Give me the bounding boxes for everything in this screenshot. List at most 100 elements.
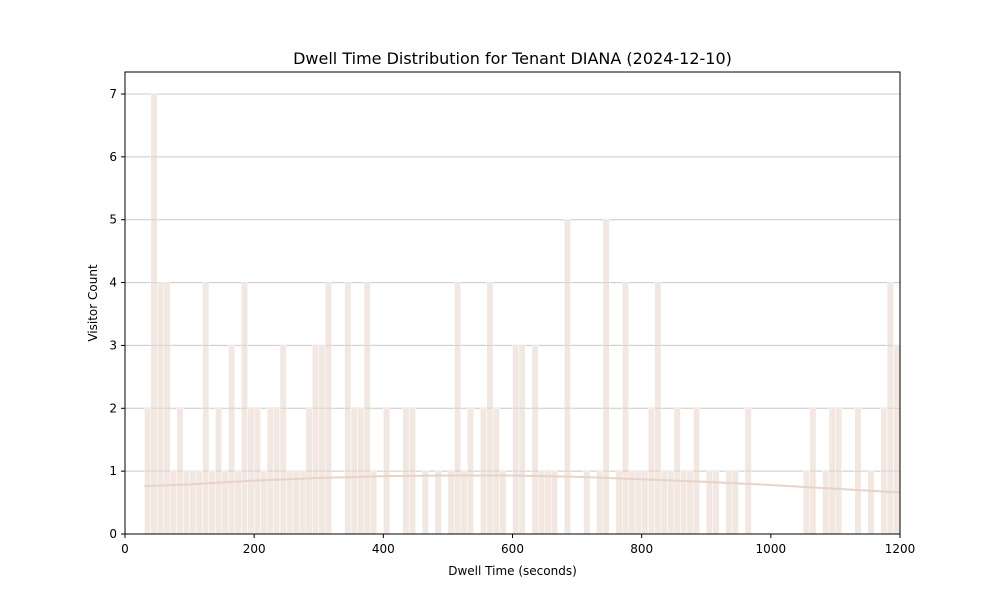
- histogram-bar: [344, 282, 352, 535]
- chart-title: Dwell Time Distribution for Tenant DIANA…: [293, 49, 732, 68]
- histogram-bar: [189, 470, 197, 535]
- histogram-bar: [363, 282, 371, 535]
- histogram-bar: [744, 408, 752, 535]
- density-curve: [144, 474, 901, 494]
- histogram-bar: [854, 408, 862, 535]
- histogram-bar: [421, 470, 429, 535]
- histogram-bar: [454, 282, 462, 535]
- histogram-bar: [544, 470, 552, 535]
- histogram-bar: [828, 408, 836, 535]
- histogram-bar: [299, 470, 307, 535]
- histogram-bar: [647, 408, 655, 535]
- x-tick-label: 400: [372, 542, 395, 556]
- y-tick-label: 1: [109, 464, 117, 478]
- histogram-bar: [512, 345, 520, 535]
- histogram-bar: [551, 470, 558, 535]
- histogram-bar: [706, 470, 713, 535]
- histogram-bar: [221, 470, 229, 535]
- x-tick-label: 600: [501, 542, 524, 556]
- histogram-bar: [822, 470, 830, 535]
- histogram-bar: [157, 282, 165, 535]
- histogram-bar: [434, 470, 442, 535]
- histogram-bar: [893, 345, 901, 535]
- histogram-bar: [150, 93, 158, 535]
- histogram-bar: [241, 282, 248, 535]
- histogram-bar: [886, 282, 894, 535]
- histogram-bar: [622, 282, 630, 535]
- histogram-bar: [479, 408, 487, 535]
- histogram-bar: [215, 408, 223, 535]
- histogram-bar: [202, 282, 210, 535]
- histogram-bar: [654, 282, 662, 535]
- histogram-bar: [383, 408, 391, 535]
- histogram-bar: [712, 470, 720, 535]
- histogram-bar: [447, 470, 455, 535]
- histogram-bar: [499, 470, 507, 535]
- histogram-bar: [673, 408, 681, 535]
- histogram-bar: [286, 470, 294, 535]
- y-tick-label: 2: [109, 401, 117, 415]
- histogram-bar: [228, 345, 236, 535]
- histogram-bar: [247, 408, 255, 535]
- histogram-bar: [279, 345, 287, 535]
- histogram-bar: [563, 219, 571, 535]
- histogram-bar: [486, 282, 494, 535]
- histogram-bar: [596, 470, 604, 535]
- y-axis-label: Visitor Count: [86, 264, 100, 342]
- histogram-bar: [492, 408, 500, 535]
- histogram-bar: [176, 408, 184, 535]
- histogram-bar: [195, 470, 203, 535]
- histogram-bar: [253, 408, 261, 535]
- x-axis-label: Dwell Time (seconds): [448, 564, 577, 578]
- histogram-bar: [538, 470, 546, 535]
- histogram-bar: [169, 470, 177, 535]
- histogram-bar: [312, 345, 319, 535]
- histogram-bar: [144, 408, 152, 535]
- y-tick-label: 4: [109, 276, 117, 290]
- x-tick-label: 200: [243, 542, 266, 556]
- histogram-bar: [867, 470, 875, 535]
- histogram-bar: [305, 408, 313, 535]
- histogram-bar: [615, 470, 623, 535]
- histogram-bar: [370, 470, 378, 535]
- histogram-bar: [467, 408, 474, 535]
- histogram-bar: [182, 470, 190, 535]
- histogram-bar: [292, 470, 300, 535]
- histogram-bar: [402, 408, 410, 535]
- histogram-bar: [208, 470, 216, 535]
- histogram-bar: [163, 282, 171, 535]
- x-tick-label: 800: [630, 542, 653, 556]
- histogram-bar: [641, 470, 649, 535]
- bars: [144, 93, 901, 535]
- histogram-bar: [693, 408, 701, 535]
- histogram-bar: [731, 470, 739, 535]
- y-tick-label: 7: [109, 87, 117, 101]
- y-tick-label: 3: [109, 338, 117, 352]
- histogram-bar: [634, 470, 642, 535]
- histogram-bar: [531, 345, 539, 535]
- histogram-bar: [583, 470, 591, 535]
- histogram-bar: [408, 408, 416, 535]
- histogram-bar: [602, 219, 610, 535]
- histogram-bar: [324, 282, 332, 535]
- y-tick-label: 6: [109, 150, 117, 164]
- histogram-bar: [460, 470, 468, 535]
- y-tick-label: 0: [109, 527, 117, 541]
- histogram-bar: [318, 345, 326, 535]
- x-tick-label: 0: [121, 542, 129, 556]
- histogram-bar: [273, 408, 281, 535]
- x-tick-label: 1200: [885, 542, 916, 556]
- histogram-bar: [880, 408, 888, 535]
- y-axis: 0 1 2 3 4 5 6 7: [109, 87, 125, 541]
- histogram-bar: [809, 408, 817, 535]
- histogram-bar: [266, 408, 274, 535]
- x-tick-label: 1000: [756, 542, 787, 556]
- histogram-bar: [725, 470, 733, 535]
- histogram-bar: [357, 408, 365, 535]
- y-tick-label: 5: [109, 213, 117, 227]
- histogram-bar: [350, 408, 358, 535]
- x-axis: 0 200 400 600 800 1000 1200: [121, 534, 915, 556]
- histogram-bar: [802, 470, 810, 535]
- histogram-bar: [835, 408, 843, 535]
